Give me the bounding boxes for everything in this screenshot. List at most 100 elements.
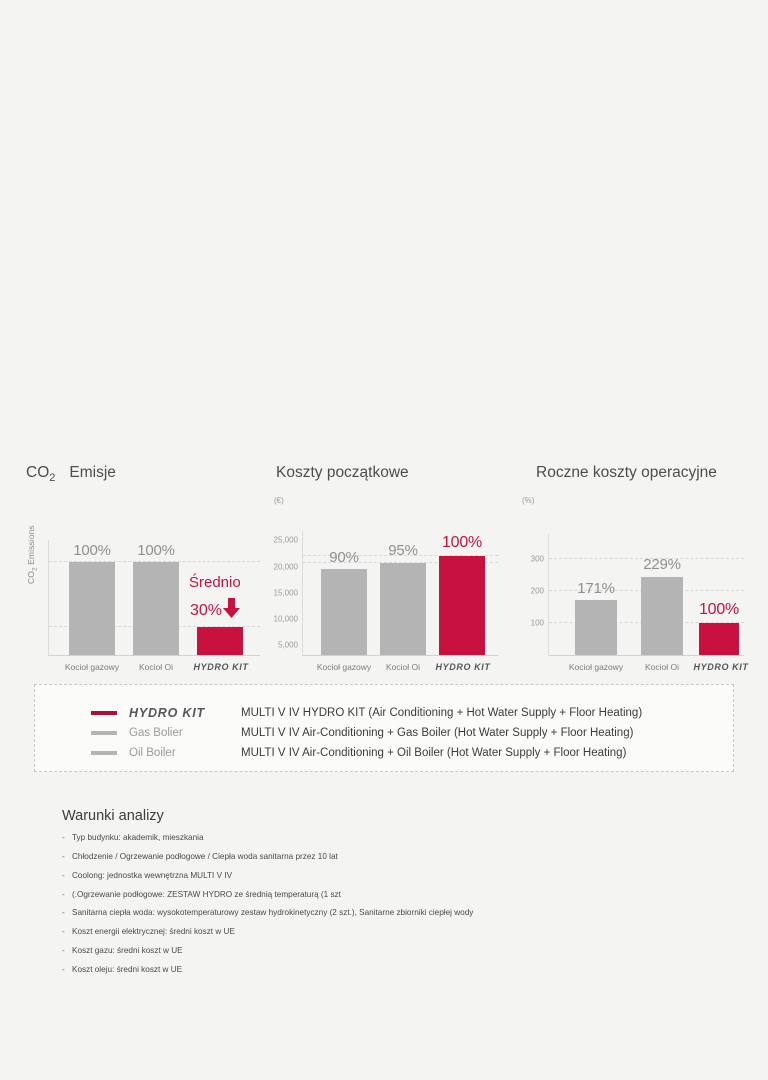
legend-description-oil-boiler: MULTI V IV Air-Conditioning + Oil Boiler… — [241, 747, 627, 759]
tick-label: 20,000 — [273, 562, 298, 571]
chart-co2-title: CO2 Emisje — [18, 462, 266, 484]
annotation-reduction-value: 30% — [190, 601, 223, 619]
category-label-hydro-kit: HYDRO KIT — [193, 662, 249, 672]
legend-description-hydro-kit: MULTI V IV HYDRO KIT (Air Conditioning +… — [241, 707, 643, 719]
bullet-dash: - — [62, 908, 65, 918]
chart-co2-plot-area: 100% 100% Średnio 30% Kocioł gazowy Koci… — [48, 540, 260, 672]
gridline — [303, 555, 498, 557]
bar-hydro-kit — [197, 627, 243, 655]
tick-label: 300 — [530, 554, 544, 564]
bar-value-kociol-gazowy: 90% — [329, 549, 359, 566]
analysis-conditions: Warunki analizy - Typ budynku: akademik,… — [62, 808, 722, 984]
chart-initial-costs-plot-area: 25,000 20,000 15,000 10,000 5,000 — [274, 531, 498, 672]
condition-text: Typ budynku: akademik, mieszkania — [72, 833, 204, 842]
gridline — [49, 561, 260, 563]
tick-label: 5,000 — [277, 640, 298, 650]
bullet-dash: - — [62, 964, 65, 974]
condition-item: - Typ budynku: akademik, mieszkania — [62, 833, 722, 843]
arrow-down-icon — [223, 598, 241, 623]
bullet-dash: - — [62, 927, 65, 937]
condition-text: (.Ogrzewanie podłogowe: ZESTAW HYDRO ze … — [72, 889, 341, 899]
condition-item: - Koszt energii elektrycznej: średni kos… — [62, 927, 722, 937]
bar-kociol-oi — [641, 576, 683, 655]
condition-item: - Coolong: jednostka wewnętrzna MULTI V … — [62, 871, 722, 881]
chart-annual-operating-costs-unit: (%) — [522, 496, 535, 505]
bar-value-kociol-oi: 100% — [137, 542, 175, 559]
tick-label: 10,000 — [273, 614, 298, 624]
condition-text: Chłodzenie / Ogrzewanie podłogowe / Ciep… — [72, 851, 338, 861]
tick-label: 15,000 — [273, 588, 298, 597]
chart-co2-title-rest: Emisje — [69, 464, 116, 481]
condition-text: Koszt gazu: średni koszt w UE — [72, 946, 183, 956]
chart-initial-costs-title: Koszty początkowe — [276, 464, 409, 481]
condition-item: - Sanitarna ciepła woda: wysokotemperatu… — [62, 908, 722, 918]
annotation-srednio: Średnio — [189, 574, 241, 591]
bar-hydro-kit — [439, 556, 485, 655]
bullet-dash: - — [62, 946, 65, 956]
bar-kociol-gazowy — [321, 569, 367, 655]
bar-hydro-kit — [699, 622, 739, 655]
bar-kociol-oi — [380, 562, 426, 655]
annotation-reduction: 30% — [190, 598, 241, 623]
chart-annual-operating-costs-plot-area: 300 200 100 171% 229% 100% Kocioł gazowy — [531, 534, 748, 672]
bar-value-kociol-oi: 229% — [643, 556, 681, 573]
chart-co2-plot-wrap: CO2 Emissions 100% 100% Średnio 30% — [18, 496, 266, 672]
legend-swatch-gas-boiler — [91, 731, 117, 735]
legend-name-hydro-kit: HYDRO KIT — [129, 706, 205, 720]
category-label-kociol-gazowy: Kocioł gazowy — [64, 662, 120, 672]
condition-text: Sanitarna ciepła woda: wysokotemperaturo… — [72, 908, 474, 918]
tick-label: 100 — [530, 618, 544, 628]
condition-text: Koszt energii elektrycznej: średni koszt… — [72, 927, 235, 937]
legend-name-gas-boiler: Gas Bolier — [129, 727, 183, 739]
category-label-kociol-oi: Kocioł Oi — [138, 662, 174, 672]
bar-value-hydro-kit: 100% — [698, 601, 740, 618]
tick-label: 200 — [530, 586, 544, 596]
bullet-dash: - — [62, 870, 65, 880]
category-label-hydro-kit: HYDRO KIT — [693, 662, 749, 672]
condition-item: - (.Ogrzewanie podłogowe: ZESTAW HYDRO z… — [62, 890, 722, 900]
chart-annual-operating-costs: Roczne koszty operacyjne (%) 300 200 100 — [518, 462, 758, 672]
chart-co2-emissions: CO2 Emisje CO2 Emissions 100% 100% Średni… — [18, 462, 266, 672]
condition-item: - Chłodzenie / Ogrzewanie podłogowe / Ci… — [62, 852, 722, 862]
legend-swatch-oil-boiler — [91, 751, 117, 755]
legend-row-gas-boiler: Gas Bolier MULTI V IV Air-Conditioning +… — [91, 723, 642, 743]
tick-row: 300 — [531, 554, 744, 563]
chart-annual-operating-costs-title: Roczne koszty operacyjne — [536, 464, 717, 481]
tick-label: 25,000 — [273, 535, 298, 545]
legend-box: HYDRO KIT MULTI V IV HYDRO KIT (Air Cond… — [34, 684, 734, 772]
legend-row-oil-boiler: Oil Boiler MULTI V IV Air-Conditioning +… — [91, 743, 642, 763]
bar-value-kociol-gazowy: 171% — [577, 580, 615, 597]
category-label-kociol-gazowy: Kocioł gazowy — [568, 662, 624, 672]
chart-co2-ylabel: CO2 Emissions — [26, 525, 39, 584]
gridline — [303, 561, 498, 563]
bar-value-hydro-kit: 100% — [441, 534, 483, 551]
bullet-dash: - — [62, 889, 65, 899]
bullet-dash: - — [62, 833, 65, 842]
chart-co2-title-main: CO — [26, 464, 50, 481]
legend-row-hydro-kit: HYDRO KIT MULTI V IV HYDRO KIT (Air Cond… — [91, 703, 642, 723]
condition-text: Coolong: jednostka wewnętrzna MULTI V IV — [72, 870, 233, 880]
condition-item: - Koszt oleju: średni koszt w UE — [62, 965, 722, 975]
bar-value-kociol-gazowy: 100% — [73, 542, 111, 559]
chart-initial-costs-plot-wrap: (€) 25,000 20,000 15,000 10,000 5,000 — [258, 496, 508, 672]
bar-kociol-oi — [133, 562, 179, 655]
chart-initial-costs: Koszty początkowe (€) 25,000 20,000 15,0… — [258, 462, 508, 672]
chart-initial-costs-unit: (€) — [274, 496, 284, 505]
bar-kociol-gazowy — [575, 600, 617, 655]
condition-item: - Koszt gazu: średni koszt w UE — [62, 946, 722, 956]
chart-annual-operating-costs-plot-wrap: (%) 300 200 100 171% 229% 10 — [518, 496, 758, 672]
bullet-dash: - — [62, 851, 65, 861]
category-label-kociol-gazowy: Kocioł gazowy — [316, 662, 372, 672]
chart-co2-title-subscript: 2 — [49, 472, 56, 485]
analysis-conditions-title: Warunki analizy — [62, 808, 164, 824]
bar-kociol-gazowy — [69, 562, 115, 655]
legend-description-gas-boiler: MULTI V IV Air-Conditioning + Gas Boiler… — [241, 727, 634, 739]
charts-row: CO2 Emisje CO2 Emissions 100% 100% Średni… — [0, 462, 768, 672]
legend-swatch-hydro-kit — [91, 711, 117, 715]
legend-name-oil-boiler: Oil Boiler — [129, 747, 176, 759]
category-label-hydro-kit: HYDRO KIT — [435, 662, 491, 672]
bar-value-kociol-oi: 95% — [388, 542, 418, 559]
category-label-kociol-oi: Kocioł Oi — [385, 662, 421, 672]
condition-text: Koszt oleju: średni koszt w UE — [72, 964, 183, 974]
legend-rows: HYDRO KIT MULTI V IV HYDRO KIT (Air Cond… — [91, 703, 642, 763]
